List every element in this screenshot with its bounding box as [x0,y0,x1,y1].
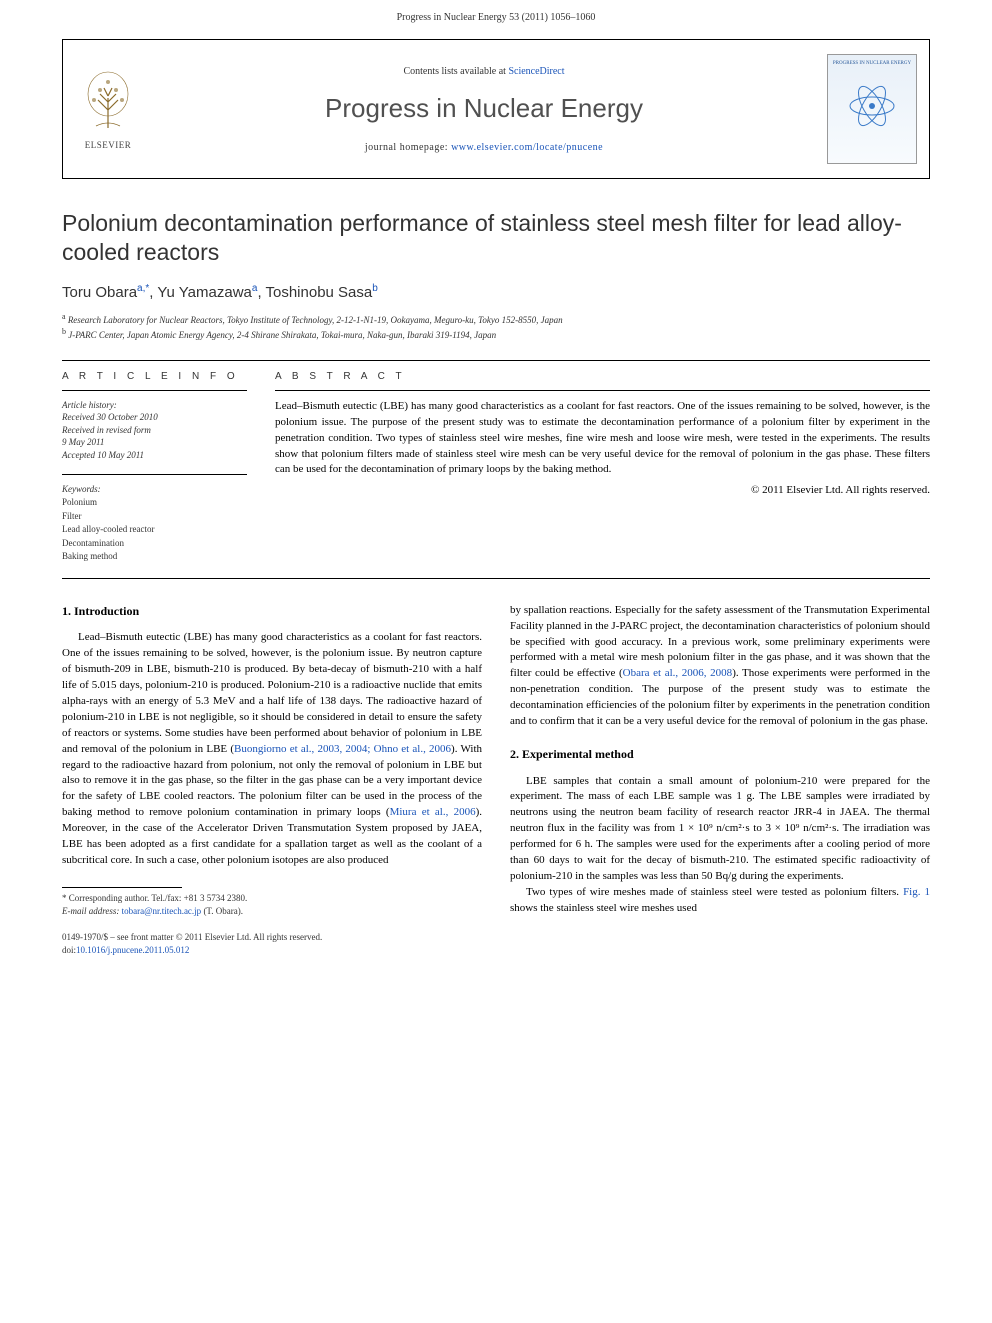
contents-prefix: Contents lists available at [403,66,508,77]
footnotes: * Corresponding author. Tel./fax: +81 3 … [62,892,482,917]
fig-1-link[interactable]: Fig. 1 [903,886,930,898]
body-columns: 1. Introduction Lead–Bismuth eutectic (L… [62,603,930,918]
body-column-left: 1. Introduction Lead–Bismuth eutectic (L… [62,603,482,918]
journal-homepage-line: journal homepage: www.elsevier.com/locat… [163,142,805,153]
front-matter-line: 0149-1970/$ – see front matter © 2011 El… [62,931,930,944]
accepted-date: Accepted 10 May 2011 [62,449,247,462]
keyword-1: Polonium [62,496,247,510]
keyword-3: Lead alloy-cooled reactor [62,523,247,537]
affiliation-a: Research Laboratory for Nuclear Reactors… [66,315,563,325]
doi-prefix: doi: [62,945,76,955]
sec2-text-b: shows the stainless steel wire meshes us… [510,902,697,914]
section-2-heading: 2. Experimental method [510,746,930,763]
email-suffix: (T. Obara). [201,906,243,916]
journal-name: Progress in Nuclear Energy [163,93,805,124]
sciencedirect-link[interactable]: ScienceDirect [508,66,564,77]
elsevier-logo: ELSEVIER [63,40,153,178]
keyword-5: Baking method [62,550,247,564]
revised-line2: 9 May 2011 [62,436,247,449]
abstract-text: Lead–Bismuth eutectic (LBE) has many goo… [275,390,930,479]
ref-buongiorno-ohno[interactable]: Buongiorno et al., 2003, 2004; Ohno et a… [234,743,451,755]
cover-title: PROGRESS IN NUCLEAR ENERGY [833,61,911,67]
corresponding-author-note: * Corresponding author. Tel./fax: +81 3 … [62,892,482,905]
keyword-2: Filter [62,510,247,524]
sec1-text-a: Lead–Bismuth eutectic (LBE) has many goo… [62,631,482,755]
article-history: Article history: Received 30 October 201… [62,390,247,462]
article-info-heading: A R T I C L E I N F O [62,371,247,382]
contents-available-line: Contents lists available at ScienceDirec… [163,66,805,77]
body-column-right: by spallation reactions. Especially for … [510,603,930,918]
sec2-text-a: Two types of wire meshes made of stainle… [526,886,903,898]
sec2-paragraph-1: LBE samples that contain a small amount … [510,774,930,886]
revised-line1: Received in revised form [62,424,247,437]
author-2: , Yu Yamazawa [149,284,252,301]
divider-bottom [62,578,930,579]
doi-block: 0149-1970/$ – see front matter © 2011 El… [62,931,930,956]
author-3: , Toshinobu Sasa [257,284,372,301]
abstract-copyright: © 2011 Elsevier Ltd. All rights reserved… [275,484,930,496]
journal-header-box: ELSEVIER Contents lists available at Sci… [62,39,930,179]
cover-atom-icon [847,81,897,131]
doi-link[interactable]: 10.1016/j.pnucene.2011.05.012 [76,945,189,955]
homepage-prefix: journal homepage: [365,142,451,153]
email-label: E-mail address: [62,906,122,916]
keywords-block: Keywords: Polonium Filter Lead alloy-coo… [62,474,247,564]
ref-obara[interactable]: Obara et al., 2006, 2008 [623,667,733,679]
received-date: Received 30 October 2010 [62,411,247,424]
abstract-heading: A B S T R A C T [275,371,930,382]
journal-cover-thumbnail: PROGRESS IN NUCLEAR ENERGY [827,54,917,164]
author-3-affil-link[interactable]: b [372,283,378,294]
affiliation-b: J-PARC Center, Japan Atomic Energy Agenc… [66,330,496,340]
affiliations: a Research Laboratory for Nuclear Reacto… [62,311,930,342]
email-link[interactable]: tobara@nr.titech.ac.jp [122,906,202,916]
divider-top [62,360,930,361]
ref-miura[interactable]: Miura et al., 2006 [390,806,476,818]
page-header-citation: Progress in Nuclear Energy 53 (2011) 105… [0,0,992,31]
author-1: Toru Obara [62,284,137,301]
history-label: Article history: [62,399,247,412]
article-title: Polonium decontamination performance of … [62,209,930,267]
abstract-column: A B S T R A C T Lead–Bismuth eutectic (L… [275,371,930,564]
section-1-heading: 1. Introduction [62,603,482,620]
authors-line: Toru Obaraa,*, Yu Yamazawaa, Toshinobu S… [62,283,930,301]
article-info-column: A R T I C L E I N F O Article history: R… [62,371,247,564]
elsevier-label: ELSEVIER [85,140,132,150]
elsevier-tree-icon [78,68,138,138]
homepage-link[interactable]: www.elsevier.com/locate/pnucene [451,142,603,153]
keywords-label: Keywords: [62,483,247,497]
footnote-separator [62,887,182,888]
keyword-4: Decontamination [62,537,247,551]
